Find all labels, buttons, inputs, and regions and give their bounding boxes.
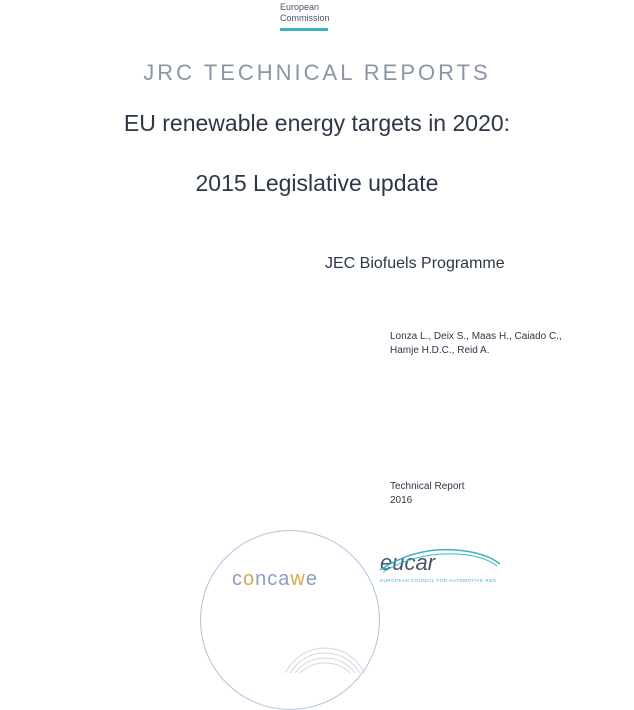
authors-line-1: Lonza L., Deix S., Maas H., Caiado C., xyxy=(390,330,590,344)
concawe-letter: n xyxy=(255,568,267,590)
document-page: European Commission JRC TECHNICAL REPORT… xyxy=(0,0,634,675)
concawe-letter: c xyxy=(267,568,278,590)
concawe-letter: c xyxy=(232,568,243,590)
logos-container: concawe eucar EUROPEAN COUNCIL FOR AUTOM… xyxy=(170,530,510,650)
concawe-letter: a xyxy=(278,568,290,590)
header-organization: European Commission xyxy=(280,2,330,24)
series-title: JRC TECHNICAL REPORTS xyxy=(0,60,634,86)
eucar-logo: eucar EUROPEAN COUNCIL FOR AUTOMOTIVE R&… xyxy=(380,550,500,583)
eucar-subtext: EUROPEAN COUNCIL FOR AUTOMOTIVE R&D xyxy=(380,578,500,583)
concawe-logo: concawe xyxy=(232,568,318,591)
ec-flag-logo-icon xyxy=(275,628,375,678)
org-line-2: Commission xyxy=(280,13,330,24)
eucar-swoosh-icon xyxy=(375,542,505,577)
authors-block: Lonza L., Deix S., Maas H., Caiado C., H… xyxy=(390,330,590,358)
report-label-block: Technical Report 2016 xyxy=(390,480,464,508)
report-label-1: Technical Report xyxy=(390,480,464,494)
authors-line-2: Hamje H.D.C., Reid A. xyxy=(390,344,590,358)
header-underline xyxy=(280,28,328,31)
concawe-letter: o xyxy=(243,568,255,590)
programme-name: JEC Biofuels Programme xyxy=(325,255,505,273)
concawe-letter: e xyxy=(306,568,318,590)
org-line-1: European xyxy=(280,2,330,13)
main-title-line-1: EU renewable energy targets in 2020: xyxy=(0,110,634,137)
report-label-2: 2016 xyxy=(390,494,464,508)
main-title-line-2: 2015 Legislative update xyxy=(0,170,634,197)
circle-background xyxy=(200,530,380,710)
concawe-letter: w xyxy=(290,568,305,590)
